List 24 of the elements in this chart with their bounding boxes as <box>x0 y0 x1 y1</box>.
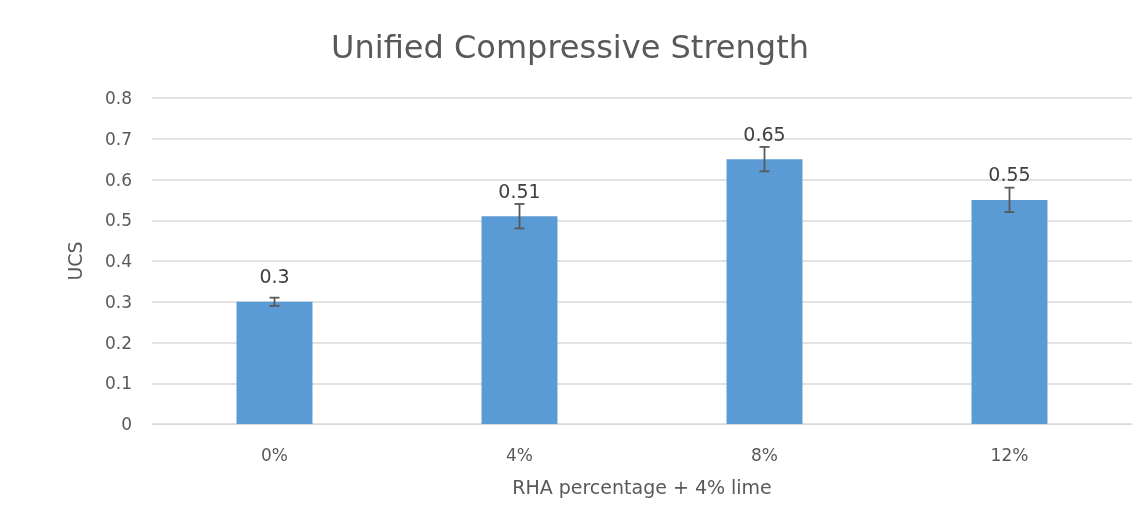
x-tick-label: 8% <box>751 444 778 465</box>
y-tick-label: 0.7 <box>104 128 132 149</box>
chart-title: Unified Compressive Strength <box>331 28 809 66</box>
y-tick-label: 0.5 <box>104 210 132 231</box>
y-tick-label: 0.6 <box>104 169 132 190</box>
x-tick-label: 0% <box>261 444 288 465</box>
y-tick-label: 0.8 <box>104 88 132 108</box>
y-tick-label: 0.4 <box>104 251 132 271</box>
x-tick-label: 12% <box>990 444 1029 465</box>
y-tick-label: 0 <box>121 414 132 434</box>
bar <box>726 159 803 424</box>
bar <box>481 216 558 424</box>
y-axis-title: UCS <box>63 241 86 281</box>
data-label: 0.3 <box>259 265 290 288</box>
data-label: 0.65 <box>743 122 786 145</box>
y-tick-label: 0.2 <box>104 332 132 353</box>
x-axis-title: RHA percentage + 4% lime <box>512 475 772 498</box>
y-tick-label: 0.1 <box>104 373 132 394</box>
bar <box>236 301 313 424</box>
x-tick-label: 4% <box>506 444 533 465</box>
data-label: 0.55 <box>988 163 1031 186</box>
y-tick-label: 0.3 <box>104 291 132 312</box>
data-label: 0.51 <box>498 179 541 202</box>
bar <box>971 199 1048 424</box>
